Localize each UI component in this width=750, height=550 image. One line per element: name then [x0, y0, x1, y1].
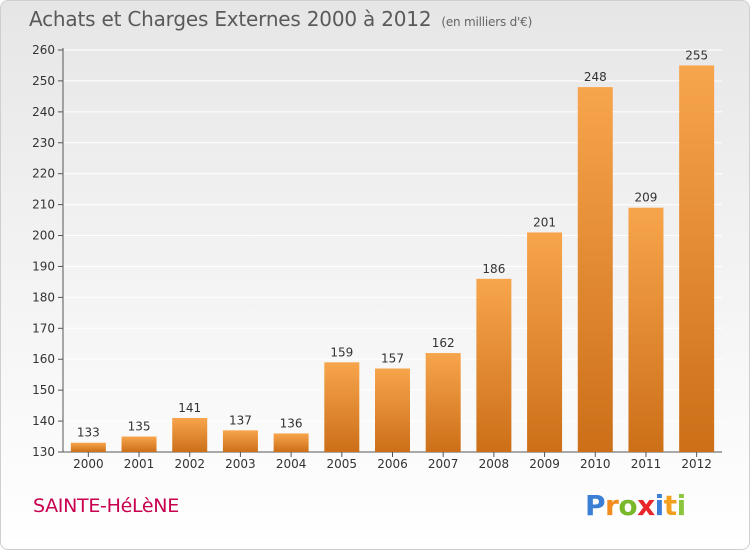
x-tick-label: 2006 — [377, 457, 408, 471]
bar-value-label: 159 — [330, 345, 353, 359]
proxiti-logo: Proxiti — [585, 489, 686, 522]
y-tick-label: 250 — [32, 74, 55, 88]
bar-value-label: 137 — [229, 413, 252, 427]
y-tick-label: 220 — [32, 167, 55, 181]
bars — [70, 65, 715, 452]
x-tick-label: 2003 — [225, 457, 256, 471]
bar-2007 — [425, 353, 461, 452]
bar-value-label: 255 — [685, 48, 708, 62]
x-tick-label: 2002 — [174, 457, 205, 471]
y-tick-label: 170 — [32, 321, 55, 335]
y-tick-label: 210 — [32, 198, 55, 212]
bar-value-label: 186 — [482, 262, 505, 276]
y-tick-label: 190 — [32, 259, 55, 273]
chart-title: Achats et Charges Externes 2000 à 2012 (e… — [29, 7, 532, 31]
x-tick-label: 2007 — [428, 457, 459, 471]
logo-letter: r — [605, 489, 619, 522]
bar-value-label: 248 — [584, 70, 607, 84]
logo-letter: P — [585, 489, 606, 522]
location-name: SAINTE-HéLèNE — [33, 495, 179, 517]
y-tick-label: 240 — [32, 105, 55, 119]
axes: 130 140 150 160 170 180 190 200 210 220 230 240 250 2… — [32, 43, 722, 471]
y-tick-label: 230 — [32, 136, 55, 150]
logo-letter: i — [654, 489, 665, 522]
bar-2002 — [172, 417, 208, 452]
y-tick-label: 150 — [32, 383, 55, 397]
bar-value-label: 136 — [280, 416, 303, 430]
bar-2004 — [273, 433, 309, 452]
x-tick-label: 2004 — [276, 457, 307, 471]
bar-2010 — [577, 87, 613, 452]
logo-letter: o — [618, 489, 638, 522]
bar-value-label: 162 — [432, 336, 455, 350]
bar-2006 — [375, 368, 410, 452]
y-tick-label: 140 — [32, 414, 55, 428]
y-tick-label: 160 — [32, 352, 55, 366]
x-tick-label: 2008 — [479, 457, 510, 471]
bar-value-label: 157 — [381, 352, 404, 366]
bar-2011 — [628, 207, 664, 452]
bar-2001 — [121, 436, 157, 452]
bar-value-label: 209 — [635, 191, 658, 205]
bar-value-label: 141 — [178, 401, 201, 415]
bar-2008 — [476, 278, 512, 452]
logo-letter: x — [637, 489, 655, 522]
y-tick-label: 180 — [32, 290, 55, 304]
bar-2009 — [527, 232, 563, 452]
logo-letter: t — [663, 489, 677, 522]
bar-value-label: 201 — [533, 215, 556, 229]
x-tick-label: 2009 — [529, 457, 560, 471]
bar-2003 — [222, 430, 258, 452]
data-labels: 133 135 141 137 136 159 157 162 186 201 248 209 255 — [77, 48, 708, 439]
bar-2000 — [70, 442, 106, 452]
bar-2012 — [679, 65, 715, 452]
bar-2005 — [324, 362, 360, 452]
y-tick-label: 260 — [32, 43, 55, 57]
y-tick-label: 130 — [32, 445, 55, 459]
x-tick-label: 2010 — [580, 457, 611, 471]
x-tick-label: 2005 — [327, 457, 358, 471]
chart-title-unit: (en milliers d'€) — [441, 15, 533, 29]
x-tick-label: 2001 — [124, 457, 155, 471]
chart-title-main: Achats et Charges Externes 2000 à 2012 — [29, 7, 432, 31]
bar-value-label: 135 — [128, 420, 151, 434]
logo-letter: i — [676, 489, 687, 522]
y-tick-label: 200 — [32, 229, 55, 243]
bar-value-label: 133 — [77, 426, 100, 440]
x-tick-label: 2012 — [681, 457, 712, 471]
x-tick-label: 2000 — [73, 457, 104, 471]
x-tick-label: 2011 — [631, 457, 662, 471]
